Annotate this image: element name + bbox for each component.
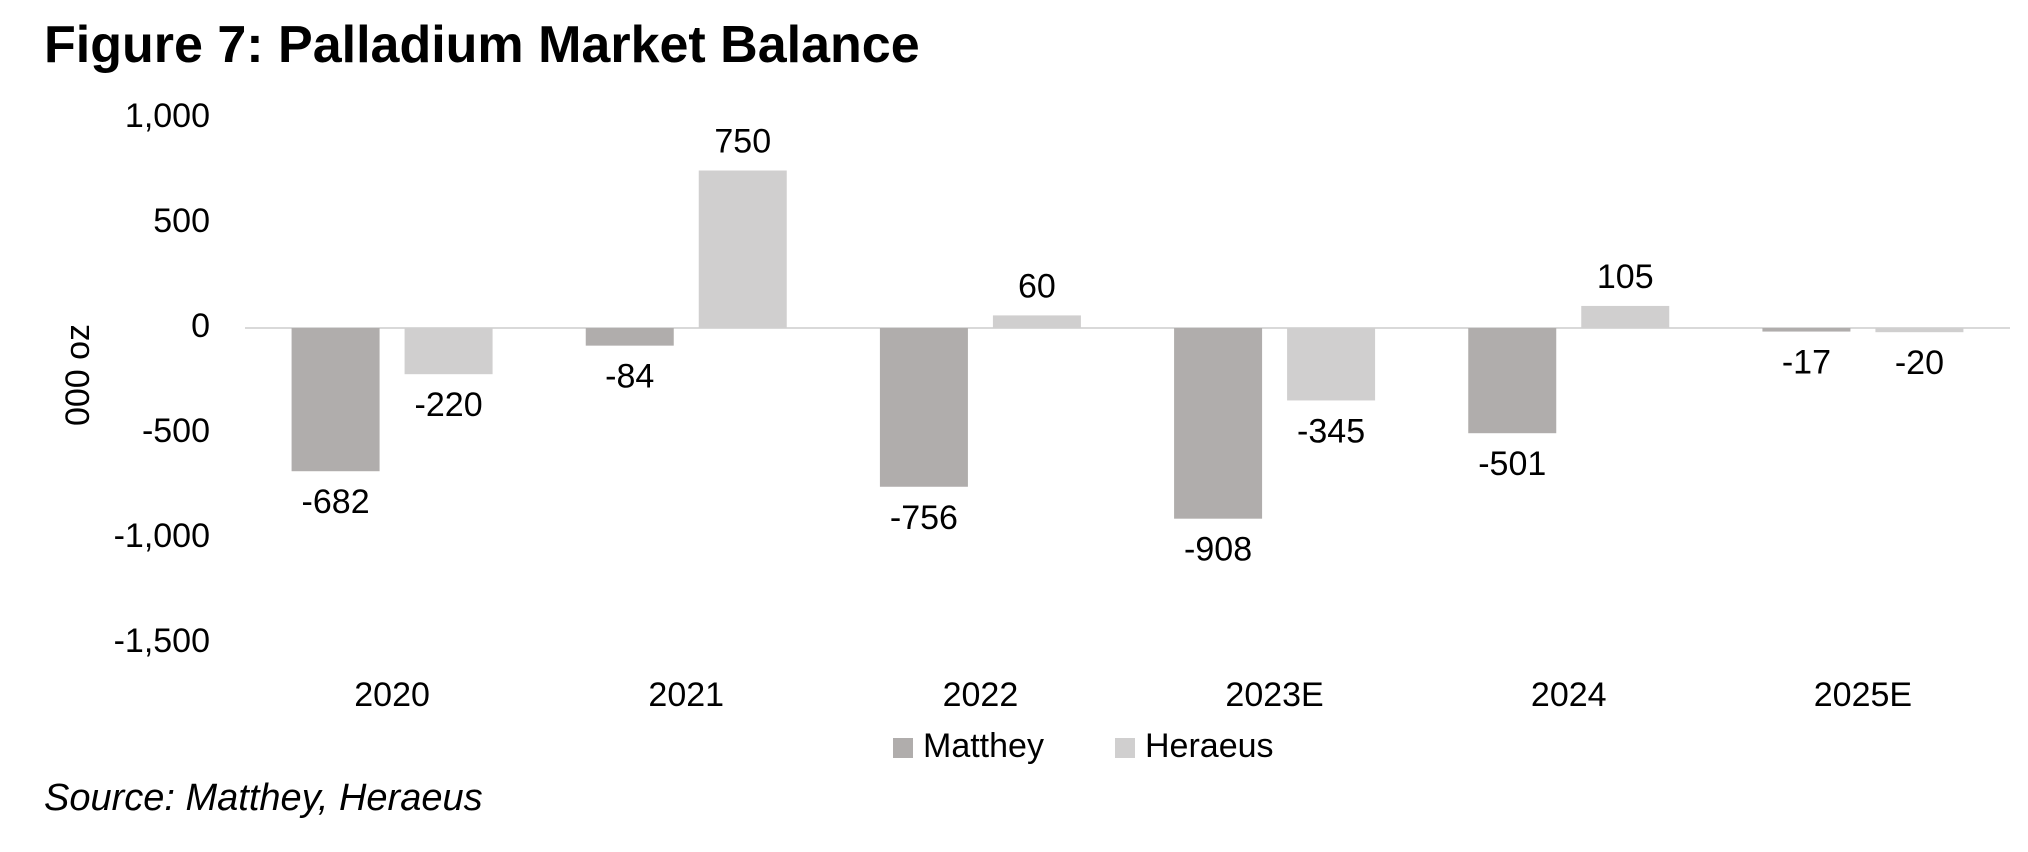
data-label-matthey-2020: -682 — [302, 483, 370, 521]
y-tick-label: 1,000 — [125, 97, 210, 135]
bar-matthey-2024 — [1468, 328, 1557, 434]
legend: Matthey Heraeus — [893, 727, 1274, 765]
chart: 000 oz 1,000 500 0 -500 -1,000 -1,500 -682 -22… — [59, 97, 2010, 765]
data-label-heraeus-2020: -220 — [415, 386, 483, 424]
y-tick-label: -1,500 — [114, 622, 210, 660]
data-label-heraeus-2022: 60 — [1018, 267, 1056, 305]
bars — [291, 170, 1964, 519]
bar-matthey-2022 — [879, 328, 968, 487]
data-label-heraeus-2024: 105 — [1597, 258, 1654, 296]
bar-matthey-2023e — [1174, 328, 1263, 519]
y-axis-title-group: 000 oz — [59, 324, 97, 426]
bar-heraeus-2024 — [1581, 305, 1670, 328]
legend-swatch-matthey — [893, 738, 913, 758]
figure-title: Figure 7: Palladium Market Balance — [44, 16, 920, 74]
data-label-matthey-2025e: -17 — [1782, 344, 1831, 382]
y-tick-label: 500 — [153, 202, 210, 240]
legend-label-heraeus: Heraeus — [1145, 727, 1274, 765]
data-label-matthey-2024: -501 — [1478, 445, 1546, 483]
y-tick-label: -500 — [142, 412, 210, 450]
y-tick-label: -1,000 — [114, 517, 210, 555]
source-note: Source: Matthey, Heraeus — [44, 777, 483, 819]
x-tick-label: 2024 — [1531, 676, 1607, 714]
data-label-heraeus-2025e: -20 — [1895, 344, 1944, 382]
bar-labels: -682 -220 -84 750 -756 60 -908 -345 -501 105 -17 -2… — [302, 123, 1944, 569]
bar-heraeus-2022 — [992, 315, 1081, 328]
x-tick-label: 2025E — [1814, 676, 1912, 714]
bar-heraeus-2020 — [404, 328, 493, 375]
x-tick-label: 2023E — [1225, 676, 1323, 714]
legend-label-matthey: Matthey — [923, 727, 1044, 765]
x-tick-label: 2020 — [354, 676, 430, 714]
legend-swatch-heraeus — [1115, 738, 1135, 758]
data-label-heraeus-2023e: -345 — [1297, 412, 1365, 450]
bar-heraeus-2025e — [1875, 328, 1964, 333]
bar-matthey-2025e — [1762, 328, 1851, 332]
x-axis-ticks: 2020 2021 2022 2023E 2024 2025E — [354, 676, 1912, 714]
x-tick-label: 2022 — [943, 676, 1019, 714]
data-label-matthey-2021: -84 — [605, 358, 654, 396]
bar-matthey-2020 — [291, 328, 380, 472]
y-axis-ticks: 1,000 500 0 -500 -1,000 -1,500 — [114, 97, 210, 660]
bar-heraeus-2023e — [1287, 328, 1376, 401]
data-label-matthey-2022: -756 — [890, 499, 958, 537]
y-tick-label: 0 — [191, 307, 210, 345]
bar-heraeus-2021 — [698, 170, 787, 328]
y-axis-title: 000 oz — [59, 324, 97, 426]
data-label-matthey-2023e: -908 — [1184, 531, 1252, 569]
bar-matthey-2021 — [585, 328, 674, 346]
x-tick-label: 2021 — [648, 676, 724, 714]
data-label-heraeus-2021: 750 — [714, 123, 771, 161]
